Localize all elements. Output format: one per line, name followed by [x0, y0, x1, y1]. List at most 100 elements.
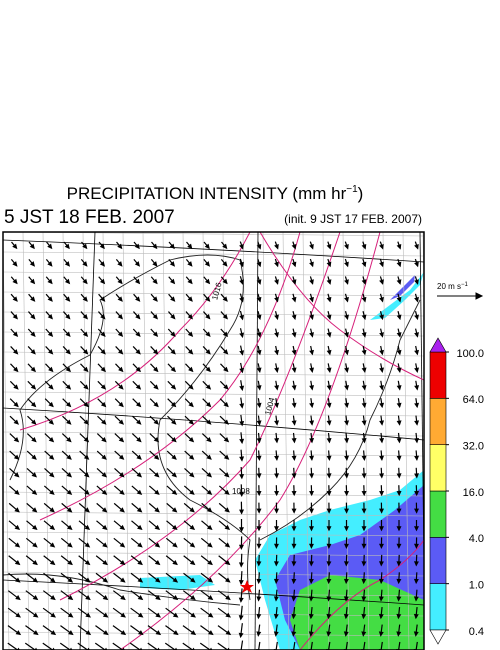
- wind-arrow-head: [223, 384, 229, 390]
- wind-arrow-head: [206, 489, 213, 495]
- wind-arrow-head: [119, 559, 126, 566]
- wind-arrow-head: [14, 472, 20, 478]
- wind-arrow-head: [99, 243, 105, 250]
- wind-arrow-head: [169, 261, 176, 267]
- wind-arrow: [199, 642, 212, 650]
- wind-arrow-head: [239, 314, 245, 321]
- wind-arrow-head: [239, 350, 245, 356]
- wind-arrow-head: [274, 385, 280, 391]
- wind-arrow-head: [238, 562, 244, 568]
- wind-arrow-head: [137, 595, 144, 601]
- wind-arrow-head: [343, 543, 349, 549]
- wind-arrow-head: [396, 367, 402, 373]
- wind-arrow-head: [239, 527, 244, 533]
- wind-arrow-head: [119, 472, 125, 478]
- wind-arrow-head: [239, 509, 245, 515]
- wind-arrow-head: [413, 631, 419, 637]
- wind-arrow-head: [222, 261, 228, 267]
- wind-arrow-head: [222, 278, 228, 285]
- wind-arrow: [59, 642, 72, 650]
- wind-arrow-head: [239, 244, 244, 250]
- wind-arrow-head: [153, 419, 159, 425]
- wind-arrow-head: [83, 366, 89, 373]
- precip-heavy: [290, 575, 424, 650]
- wind-arrow-head: [49, 524, 56, 531]
- wind-arrow-head: [66, 507, 73, 513]
- wind-arrow-head: [256, 613, 262, 620]
- wind-arrow-head: [48, 437, 55, 443]
- wind-arrow-head: [309, 455, 315, 461]
- wind-arrow-head: [326, 578, 332, 585]
- wind-arrow-head: [309, 438, 315, 444]
- wind-arrow-head: [396, 261, 402, 268]
- wind-arrow-head: [326, 296, 332, 303]
- wind-arrow-head: [67, 577, 74, 583]
- wind-arrow-head: [12, 349, 19, 355]
- wind-arrow-head: [101, 489, 108, 495]
- wind-arrow: [42, 642, 54, 650]
- wind-arrow-head: [414, 438, 420, 444]
- wind-arrow-head: [274, 367, 280, 373]
- wind-arrow-head: [82, 313, 88, 320]
- wind-arrow-head: [100, 384, 107, 390]
- wind-arrow-head: [137, 612, 144, 618]
- wind-arrow-head: [120, 630, 127, 636]
- wind-arrow-head: [31, 419, 37, 425]
- wind-arrow-head: [134, 261, 141, 267]
- wind-arrow-head: [31, 454, 37, 460]
- wind-arrow-head: [344, 508, 350, 514]
- wind-arrow-head: [343, 578, 349, 585]
- wind-vectors: [7, 241, 420, 650]
- wind-arrow-head: [361, 438, 367, 444]
- wind-arrow-head: [223, 419, 229, 425]
- wind-arrow-head: [118, 437, 125, 443]
- wind-arrow-head: [343, 596, 349, 602]
- wind-arrow: [7, 642, 19, 650]
- grid-line: [3, 631, 424, 637]
- wind-arrow-head: [117, 261, 123, 267]
- grid-line: [3, 391, 424, 397]
- wind-arrow-head: [83, 401, 89, 408]
- wind-arrow-head: [48, 419, 54, 425]
- wind-arrow-head: [29, 278, 36, 285]
- wind-arrow-head: [291, 473, 297, 479]
- wind-arrow-head: [84, 542, 91, 548]
- wind-arrow-head: [309, 526, 314, 532]
- title: PRECIPITATION INTENSITY (mm hr−1): [67, 184, 364, 204]
- wind-arrow-head: [67, 612, 74, 618]
- wind-arrow-head: [153, 454, 160, 460]
- wind-arrow-head: [172, 595, 179, 601]
- wind-arrow-head: [13, 384, 19, 390]
- wind-arrow-head: [361, 385, 367, 391]
- grid-line: [3, 331, 424, 337]
- wind-arrow-head: [137, 524, 143, 531]
- grid-line: [202, 232, 210, 650]
- wind-arrow-head: [136, 472, 143, 478]
- wind-arrow-head: [361, 314, 367, 321]
- wind-arrow-head: [256, 561, 262, 567]
- wind-arrow-head: [135, 313, 141, 320]
- wind-arrow-head: [64, 261, 71, 267]
- wind-arrow-head: [326, 438, 332, 444]
- wind-arrow-head: [396, 385, 402, 391]
- wind-arrow-head: [169, 243, 175, 250]
- wind-arrow-head: [84, 524, 91, 531]
- wind-arrow-head: [256, 631, 262, 637]
- wind-arrow-head: [101, 454, 107, 460]
- wind-arrow-head: [100, 401, 107, 408]
- wind-arrow-head: [152, 296, 158, 302]
- wind-arrow-head: [154, 507, 160, 513]
- wind-arrow-head: [344, 332, 349, 338]
- wind-arrow-head: [274, 349, 279, 356]
- wind-arrow-head: [343, 561, 349, 567]
- wind-arrow-head: [206, 454, 212, 460]
- wind-arrow-head: [378, 561, 384, 567]
- wind-arrow: [415, 641, 418, 650]
- wind-arrow-head: [413, 561, 419, 567]
- wind-arrow-head: [29, 243, 35, 250]
- wind-arrow-head: [361, 561, 367, 567]
- wind-arrow-head: [361, 349, 367, 356]
- wind-arrow-head: [379, 385, 385, 391]
- wind-arrow-head: [309, 508, 315, 514]
- grid-line: [42, 232, 50, 650]
